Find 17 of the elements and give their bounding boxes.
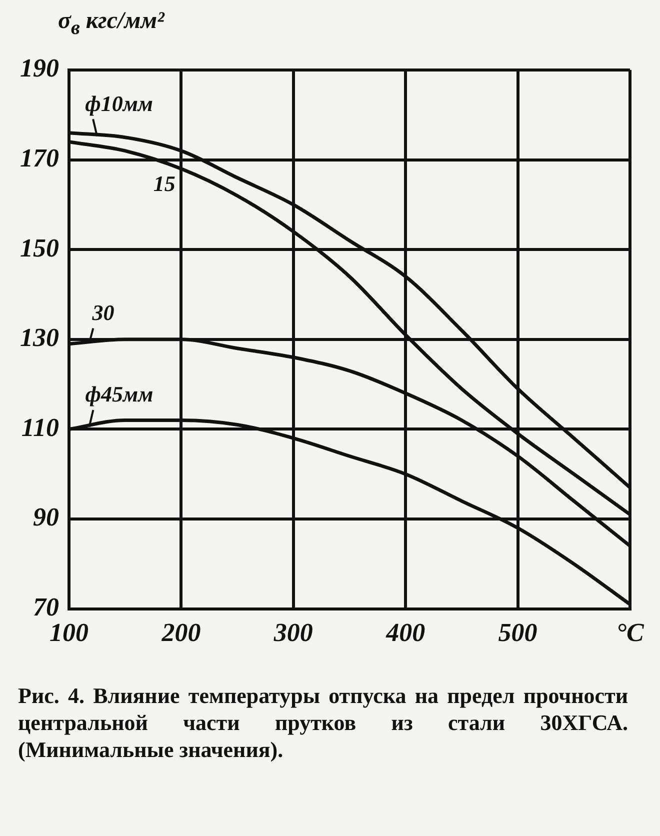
x-tick-label: 300 — [272, 618, 313, 648]
y-axis-title: σ$_{в}$ кгс/мм² — [58, 8, 164, 40]
series-label: 30 — [91, 300, 114, 325]
series-label: ф45мм — [85, 382, 154, 407]
y-tick-label: 110 — [21, 412, 59, 442]
text: Рис. 4. Влияние температуры отпуска на предел прочности центральной части прутков из стали 30ХГСА. (Минимальные значения). — [18, 682, 628, 763]
y-tick-label: 150 — [20, 233, 59, 262]
y-tick-label: 170 — [20, 144, 59, 173]
series-label: ф10мм — [85, 90, 153, 116]
y-tick-label: 90 — [33, 502, 59, 532]
x-tick-label: 500 — [498, 618, 538, 648]
x-tick-label: 200 — [160, 618, 201, 648]
x-tick-label: °C — [616, 618, 645, 648]
series-label: 15 — [153, 171, 176, 196]
y-tick-label: 190 — [20, 54, 59, 83]
y-tick-label: 130 — [20, 323, 59, 352]
x-tick-label: 400 — [385, 618, 426, 648]
